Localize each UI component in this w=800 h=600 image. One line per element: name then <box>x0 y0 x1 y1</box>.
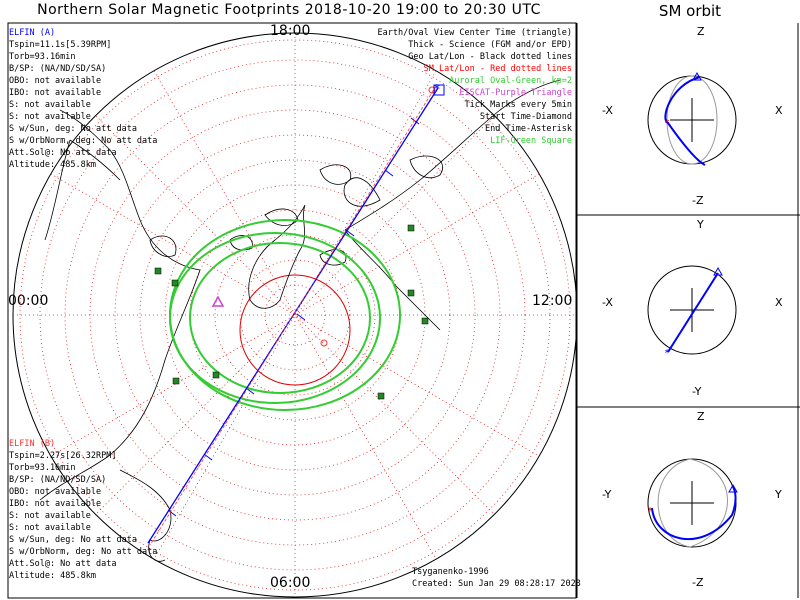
info-line: Torb=93.16min <box>9 52 76 62</box>
legend-item: SM Lat/Lon - Red dotted lines <box>423 64 572 74</box>
model-name: Tsyganenko-1996 <box>412 567 489 577</box>
view-center-triangle-box <box>433 84 445 96</box>
legend-item: End Time-Asterisk <box>485 124 572 134</box>
panel3-left: -Y <box>602 488 612 501</box>
hour-label-top: 18:00 <box>270 23 311 39</box>
map-frame <box>7 22 577 599</box>
panel3-right: Y <box>775 488 782 501</box>
legend-item: Geo Lat/Lon - Black dotted lines <box>408 52 572 62</box>
info-line: Torb=93.16min <box>9 463 76 473</box>
elfin-a-name: ELFIN (A) <box>9 28 56 38</box>
info-line: OBO: not available <box>9 76 102 86</box>
map-legend: Earth/Oval View Center Time (triangle) T… <box>378 27 572 147</box>
legend-item: Tick Marks every 5min <box>464 100 572 110</box>
info-line: Att.Sol@: No att data <box>9 559 117 569</box>
elfin-b-track <box>149 85 437 546</box>
panel1-top: Z <box>697 25 705 38</box>
legend-item: EISCAT-Purple Triangle <box>459 88 572 98</box>
info-line: B/SP: (NA/ND/SD/SA) <box>9 475 107 485</box>
info-line: S: not available <box>9 523 91 533</box>
info-line: Att.Sol@: No att data <box>9 148 117 158</box>
elfin-a-track: * <box>147 82 440 544</box>
info-line: Tspin=2.27s[26.32RPM] <box>9 451 117 461</box>
elfin-a-info: ELFIN (A) Tspin=11.1s[5.39RPM] Torb=93.1… <box>9 27 157 171</box>
credit-block: Tsyganenko-1996 Created: Sun Jan 29 08:2… <box>412 566 581 590</box>
legend-item: Start Time-Diamond <box>479 112 572 122</box>
orbit-panel-xz: * <box>647 71 737 166</box>
coastlines <box>39 79 561 562</box>
legend-item: Thick - Science (FGM and/or EPD) <box>408 40 572 50</box>
orbit-panel-yz: * <box>647 458 738 548</box>
info-line: S w/Sun, deg: No att data <box>9 124 137 134</box>
info-line: S: not available <box>9 112 91 122</box>
info-line: S: not available <box>9 100 91 110</box>
panel3-bottom: -Z <box>692 576 704 589</box>
orbit-panel-xy: * <box>647 265 737 359</box>
info-line: S w/OrbNorm, deg: No att data <box>9 547 158 557</box>
panel3-top: Z <box>697 410 705 423</box>
panel2-bottom: -Y <box>692 385 702 398</box>
panel1-bottom: -Z <box>692 194 704 207</box>
eiscat-triangle <box>211 295 225 307</box>
legend-item: LIF-Green Square <box>490 136 572 146</box>
hour-label-right: 12:00 <box>532 293 573 309</box>
info-line: Tspin=11.1s[5.39RPM] <box>9 40 112 50</box>
svg-text:*: * <box>664 348 670 359</box>
info-line: S w/Sun, deg: No att data <box>9 535 137 545</box>
info-line: OBO: not available <box>9 487 102 497</box>
lif-stations <box>154 224 429 400</box>
info-line: IBO: not available <box>9 88 102 98</box>
elfin-b-info: ELFIN (B) Tspin=2.27s[26.32RPM] Torb=93.… <box>9 438 157 582</box>
panel2-left: -X <box>602 296 613 309</box>
info-line: Altitude: 485.8km <box>9 160 96 170</box>
hour-label-bottom: 06:00 <box>270 575 311 591</box>
info-line: B/SP: (NA/ND/SD/SA) <box>9 64 107 74</box>
plot-title: Northern Solar Magnetic Footprints 2018-… <box>37 2 541 18</box>
orbit-title: SM orbit <box>658 2 722 20</box>
panel1-left: -X <box>602 104 613 117</box>
info-line: Altitude: 485.8km <box>9 571 96 581</box>
info-line: IBO: not available <box>9 499 102 509</box>
panel2-top: Y <box>697 218 704 231</box>
panel2-right: X <box>775 296 783 309</box>
info-line: S w/OrbNorm, deg: No att data <box>9 136 158 146</box>
elfin-b-name: ELFIN (B) <box>9 439 56 449</box>
elfin-a-ticks <box>167 117 420 517</box>
svg-text:*: * <box>434 82 440 96</box>
legend-item: Auroral Oval-Green, kp=2 <box>449 76 572 86</box>
panel1-right: X <box>775 104 783 117</box>
created-date: Created: Sun Jan 29 08:28:17 2023 <box>412 579 581 589</box>
svg-text:*: * <box>647 506 653 517</box>
info-line: S: not available <box>9 511 91 521</box>
svg-text:*: * <box>664 118 670 129</box>
legend-item: Earth/Oval View Center Time (triangle) <box>377 28 572 38</box>
auroral-oval <box>169 219 401 411</box>
sm-pole-circle <box>239 274 351 386</box>
hour-label-left: 00:00 <box>8 293 49 309</box>
